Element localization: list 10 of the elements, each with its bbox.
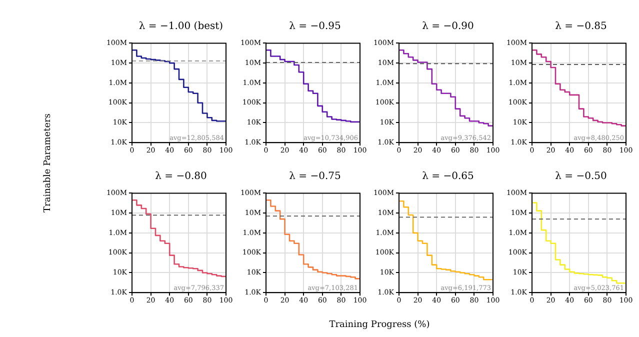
text: Training Progress (%) [328,320,431,330]
chart-title: λ = −0.80 [154,171,208,182]
chart-title: λ = −0.85 [554,21,608,32]
chart-title: λ = −0.95 [288,21,342,32]
chart-title: λ = −0.90 [421,21,475,32]
text: Trainable Parameters [43,114,53,212]
chart-title: λ = −0.50 [554,171,608,182]
chart-title: λ = −0.75 [288,171,342,182]
chart-title: λ = −1.00 (best) [138,21,224,32]
chart-title: λ = −0.65 [421,171,475,182]
